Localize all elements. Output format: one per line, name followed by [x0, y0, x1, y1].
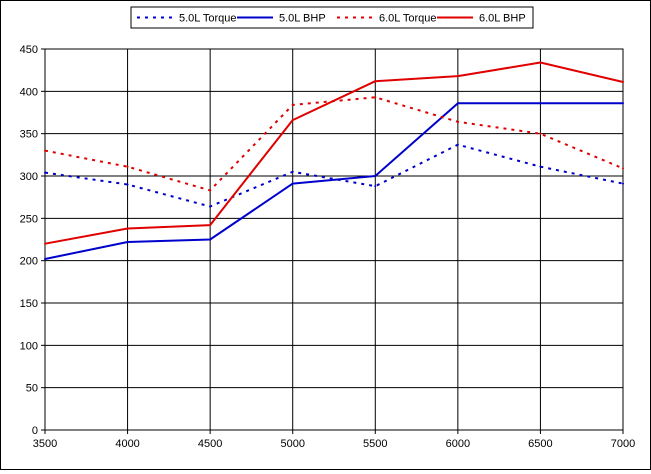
series-line-0 — [44, 143, 624, 208]
series-line-1 — [44, 102, 623, 260]
legend-label: 6.0L Torque — [379, 13, 437, 25]
data-point — [539, 61, 542, 64]
data-point — [209, 224, 212, 227]
data-point — [44, 149, 46, 152]
x-tick-label: 7000 — [611, 438, 635, 450]
data-point — [291, 119, 294, 122]
data-point — [291, 182, 294, 185]
data-point — [291, 170, 294, 173]
y-tick-label: 350 — [20, 129, 38, 141]
data-point — [622, 182, 624, 185]
data-point — [539, 102, 542, 105]
data-point — [622, 102, 624, 105]
data-point — [539, 165, 542, 168]
data-point — [622, 167, 624, 170]
x-tick-label: 4500 — [198, 438, 222, 450]
data-point — [456, 102, 459, 105]
data-point — [291, 103, 294, 106]
data-point — [126, 165, 129, 168]
x-tick-label: 6500 — [528, 438, 552, 450]
data-point — [456, 143, 459, 146]
data-point — [374, 185, 377, 188]
x-tick-label: 3500 — [33, 438, 57, 450]
y-tick-label: 250 — [20, 213, 38, 225]
data-point — [539, 132, 542, 135]
y-tick-label: 0 — [32, 425, 38, 437]
y-tick-label: 300 — [20, 171, 38, 183]
y-tick-label: 450 — [20, 44, 38, 56]
y-tick-label: 100 — [20, 340, 38, 352]
legend-label: 5.0L BHP — [279, 13, 326, 25]
data-point — [209, 205, 212, 208]
data-point — [209, 238, 212, 241]
data-point — [126, 183, 129, 186]
data-point — [622, 81, 624, 84]
data-point — [44, 171, 46, 174]
data-point — [209, 189, 212, 192]
plot-area — [45, 49, 623, 430]
plot-border — [44, 48, 624, 431]
y-tick-label: 400 — [20, 86, 38, 98]
x-tick-label: 6000 — [446, 438, 470, 450]
x-tick-label: 4000 — [115, 438, 139, 450]
data-point — [44, 242, 46, 245]
data-point — [126, 241, 129, 244]
data-point — [126, 227, 129, 230]
series-line-3 — [44, 61, 624, 245]
x-tick-label: 5000 — [280, 438, 304, 450]
legend-label: 5.0L Torque — [179, 13, 237, 25]
data-point — [456, 120, 459, 123]
data-point — [44, 257, 46, 260]
y-tick-label: 150 — [20, 298, 38, 310]
y-tick-label: 200 — [20, 256, 38, 268]
data-point — [374, 96, 377, 99]
data-point — [374, 80, 377, 83]
y-tick-label: 50 — [26, 383, 38, 395]
legend-box — [130, 6, 534, 29]
x-tick-label: 5500 — [363, 438, 387, 450]
data-point — [456, 75, 459, 78]
data-point — [374, 175, 377, 177]
legend-label: 6.0L BHP — [479, 13, 526, 25]
